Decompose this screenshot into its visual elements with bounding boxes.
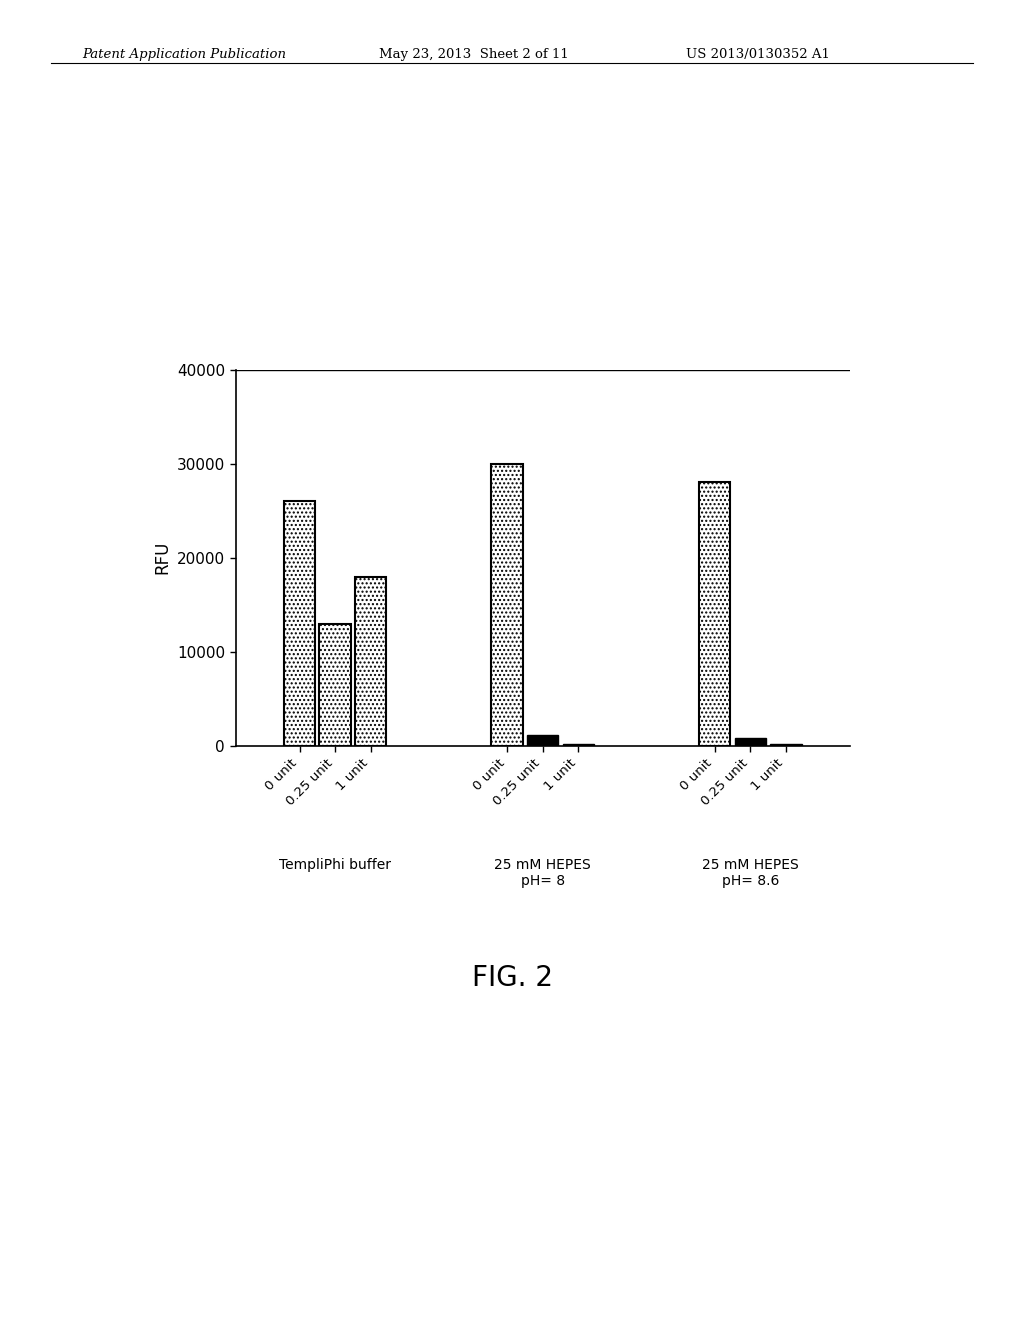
Text: May 23, 2013  Sheet 2 of 11: May 23, 2013 Sheet 2 of 11	[379, 48, 568, 61]
Text: FIG. 2: FIG. 2	[471, 964, 553, 991]
Text: 25 mM HEPES
pH= 8: 25 mM HEPES pH= 8	[495, 858, 591, 888]
Bar	[562, 744, 594, 746]
Y-axis label: RFU: RFU	[154, 541, 171, 574]
Bar	[355, 577, 386, 746]
Bar	[527, 735, 558, 746]
Bar	[770, 744, 802, 746]
Text: 25 mM HEPES
pH= 8.6: 25 mM HEPES pH= 8.6	[701, 858, 799, 888]
Text: TempliPhi buffer: TempliPhi buffer	[280, 858, 391, 873]
Text: Patent Application Publication: Patent Application Publication	[82, 48, 286, 61]
Text: US 2013/0130352 A1: US 2013/0130352 A1	[686, 48, 830, 61]
Bar	[492, 463, 523, 746]
Bar	[284, 502, 315, 746]
Bar	[319, 623, 351, 746]
Bar	[734, 738, 766, 746]
Bar	[699, 483, 730, 746]
